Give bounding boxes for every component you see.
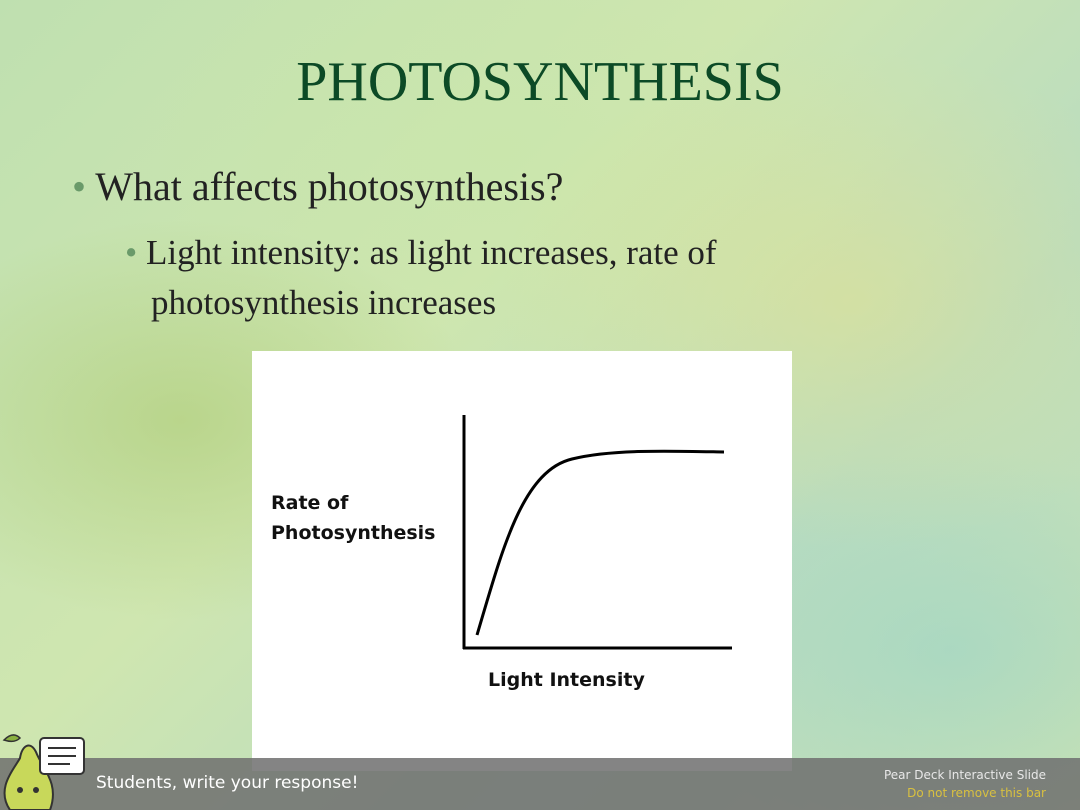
sub-bullet-line: photosynthesis increases (151, 283, 497, 322)
bottom-bar (0, 758, 1080, 810)
notice: Do not remove this bar (907, 786, 1046, 800)
sub-bullet: • Light intensity: as light increases, r… (125, 233, 717, 322)
graph: Rate of Photosynthesis Light Intensity (252, 351, 792, 771)
bullet-text: What affects photosynthesis? (95, 164, 564, 209)
y-label: Photosynthesis (271, 522, 436, 544)
pear-icon (2, 734, 85, 810)
title: PHOTOSYNTHESIS (296, 51, 784, 113)
y-label: Rate of (271, 492, 349, 514)
sub-bullet-line: Light intensity: as light increases, rat… (146, 233, 717, 272)
graph-svg: Rate of Photosynthesis Light Intensity (271, 415, 732, 691)
x-label: Light Intensity (488, 669, 645, 691)
curve (475, 449, 725, 636)
brand: Pear Deck Interactive Slide (883, 768, 1046, 782)
bullet: • What affects photosynthesis? (72, 164, 564, 209)
prompt: Students, write your response! (96, 773, 359, 793)
